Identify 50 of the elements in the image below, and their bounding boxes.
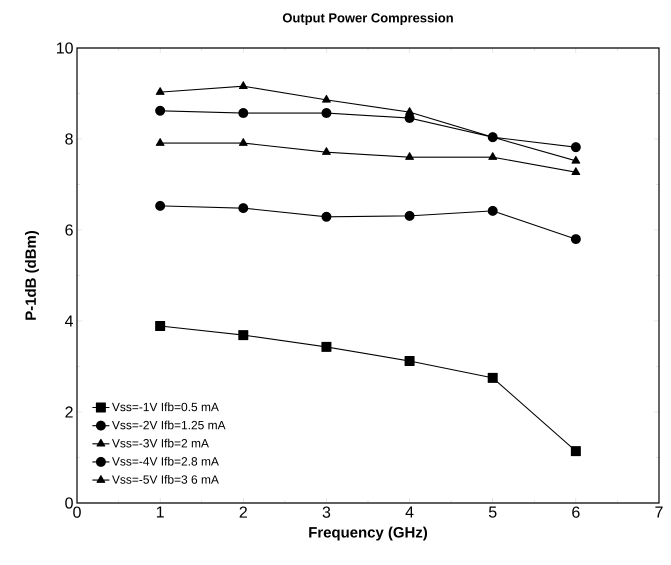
y-tick-label: 0 [65, 497, 73, 509]
point [570, 446, 581, 456]
point [321, 212, 332, 222]
point [322, 94, 331, 103]
point [155, 320, 166, 331]
point [238, 203, 248, 214]
point [404, 356, 415, 366]
x-tick-label: 1 [156, 506, 164, 518]
point [404, 210, 415, 221]
x-tick-label: 5 [488, 506, 496, 518]
point [156, 87, 165, 95]
point [155, 200, 166, 211]
point [571, 167, 580, 175]
point [571, 156, 580, 164]
point [238, 138, 248, 146]
point [488, 372, 498, 383]
point [570, 234, 581, 244]
y-tick-label: 2 [65, 406, 73, 418]
x-tick-label: 7 [655, 506, 663, 518]
point [405, 107, 414, 115]
point [238, 108, 248, 118]
y-axis-title: P-1dB (dBm) [24, 231, 39, 320]
x-axis-title: Frequency (GHz) [309, 526, 428, 541]
point [488, 152, 498, 160]
point [238, 330, 248, 340]
y-tick-label: 8 [65, 133, 73, 145]
point [570, 142, 581, 152]
y-tick-label: 6 [65, 224, 73, 236]
point [238, 81, 248, 89]
legend-label: Vss=-3V Ifb=2 mA [112, 438, 209, 448]
point [488, 206, 498, 216]
point [405, 152, 414, 160]
point [156, 138, 165, 146]
x-tick-label: 3 [322, 506, 330, 518]
point [321, 342, 332, 352]
y-tick-label: 4 [64, 316, 74, 326]
legend-label: Vss=-2V Ifb=1.25 mA [112, 420, 226, 430]
point [155, 106, 166, 116]
legend-label: Vss=-5V Ifb=3 6 mA [112, 475, 219, 484]
chart-title: Output Power Compression [282, 12, 453, 26]
x-tick-label: 4 [406, 506, 414, 518]
legend-label: Vss=-1V Ifb=0.5 mA [112, 402, 219, 412]
point [322, 147, 331, 155]
point [488, 132, 498, 140]
y-tick-label: 10 [56, 42, 73, 54]
legend-label: Vss=-4V Ifb=2.8 mA [112, 456, 219, 466]
x-tick-label: 0 [73, 506, 81, 518]
point [321, 108, 332, 118]
x-tick-label: 6 [572, 506, 580, 518]
x-tick-label: 2 [240, 506, 247, 518]
